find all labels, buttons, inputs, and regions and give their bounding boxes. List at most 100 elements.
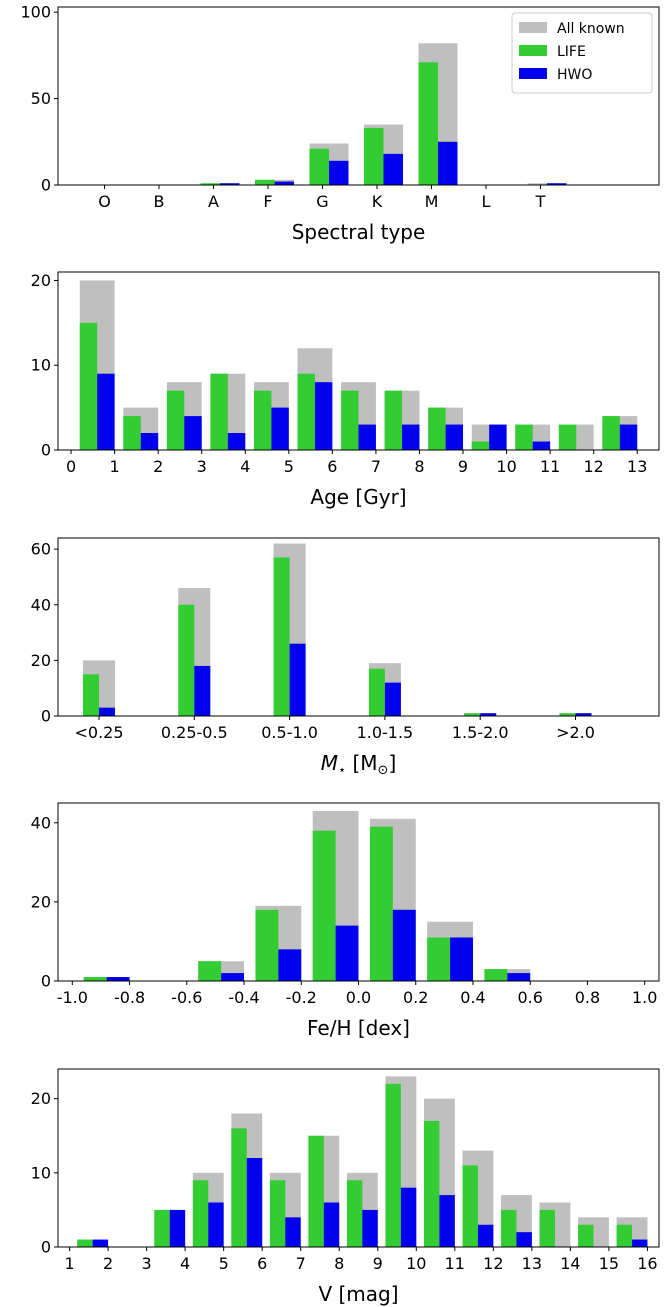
x-tick-label: 0 [66,457,76,476]
bar-life-0.5-1.0 [273,557,290,716]
bar-hwo-6 [450,937,473,981]
bar-life-3 [255,909,279,981]
bar-life-1.0-1.5 [368,668,385,716]
x-tick-label: 0.5-1.0 [261,723,318,742]
x-tick-label: 5 [284,457,294,476]
bar-hwo-10 [477,1224,494,1247]
x-tick-label: 6 [257,1254,267,1273]
x-tick-label: 2 [153,457,163,476]
bar-hwo-1.0-1.5 [384,682,401,716]
bar-hwo-4 [246,1158,263,1247]
bar-life-3 [192,1180,209,1247]
bar-hwo-7 [402,424,420,450]
bar-hwo-0 [92,1239,109,1247]
bar-life-10 [515,424,533,450]
y-tick-label: 100 [20,3,51,22]
x-tick-label: K [372,192,383,211]
bar-life-10 [462,1165,478,1247]
x-tick-label: 1 [110,457,120,476]
x-tick-label: 1.5-2.0 [452,723,509,742]
bar-hwo-6 [358,424,376,450]
bar-life-5 [369,826,393,981]
bar-hwo-5 [314,382,333,450]
bar-hwo-K [383,153,403,185]
bar-life-6 [427,937,451,981]
bar-life-0.25-0.5 [178,604,195,716]
y-tick-label: 10 [31,356,51,375]
x-tick-label: 0.0 [346,988,371,1007]
x-tick-label: O [98,192,111,211]
x-tick-label: 1.0-1.5 [357,723,414,742]
axes-frame [57,537,660,717]
x-tick-label: -0.2 [286,988,317,1007]
x-tick-label: A [208,192,219,211]
x-tick-label: 11 [445,1254,465,1273]
bar-life-5 [269,1180,286,1247]
bar-hwo-6 [323,1202,340,1247]
x-tick-label: 0.25-0.5 [161,723,228,742]
bar-life-F [255,179,275,185]
x-axis-label: Age [Gyr] [310,485,406,509]
x-axis-label: Fe/H [dex] [307,1016,410,1040]
bar-life-2 [154,1209,170,1247]
legend-label-all: All known [557,21,625,37]
bar-life->2.0 [559,713,576,716]
x-tick-label: 4 [180,1254,190,1273]
bar-hwo-0 [97,373,115,450]
y-tick-label: 10 [31,1163,51,1182]
bar-life-<0.25 [83,674,99,716]
x-tick-label: 8 [334,1254,344,1273]
x-tick-label: -0.8 [114,988,145,1007]
y-tick-label: 0 [41,441,51,460]
x-tick-label: 11 [540,457,560,476]
x-tick-label: 0.8 [575,988,600,1007]
x-tick-label: G [316,192,328,211]
bar-hwo-10 [532,441,551,450]
bar-life-1.5-2.0 [464,713,481,716]
bar-hwo-<0.25 [99,707,115,716]
x-axis-label: M⋆ [M⊙] [321,751,397,778]
x-tick-label: 1 [64,1254,74,1273]
x-tick-label: 3 [197,457,207,476]
x-axis-label-sub1: ⋆ [338,763,346,778]
bar-hwo-5 [392,909,416,981]
bar-hwo-2 [221,973,245,981]
panel-stellar-mass: 0 20 40 60 <0.25 0.25-0.5 0.5-1.0 1.0-1.5 1.5-2.… [31,537,660,778]
bar-hwo-9 [439,1195,455,1247]
y-tick-label: 20 [31,651,51,670]
x-tick-label: 2 [103,1254,113,1273]
bar-hwo-7 [362,1209,378,1247]
x-tick-label: 0.2 [403,988,428,1007]
x-tick-label: L [482,192,491,211]
bar-hwo-7 [507,973,531,981]
bar-life-9 [471,441,490,450]
panel-spectral-type: 0 50 100 O B A F G K M L T Spectral type All known LIF… [20,3,660,244]
bar-life-K [364,127,384,185]
y-tick-label: 40 [31,595,51,614]
legend-swatch-life [519,45,547,56]
x-axis-label-mid: [M [346,751,377,775]
bar-hwo-1 [140,433,159,450]
x-tick-label: >2.0 [556,723,595,742]
bar-hwo-4 [335,925,359,981]
bar-life-0 [77,1239,93,1247]
x-tick-label: 12 [483,1254,503,1273]
x-tick-label: 9 [373,1254,383,1273]
bar-life-A [200,183,220,185]
bar-life-2 [198,961,222,981]
x-tick-label: 13 [627,457,647,476]
y-tick-label: 40 [31,813,51,832]
x-axis-label-sub2: ⊙ [378,763,389,778]
bar-life-11 [558,424,577,450]
bar-hwo-8 [445,424,464,450]
bar-life-0 [79,322,98,450]
bar-life-4 [231,1128,247,1247]
x-tick-label: 3 [142,1254,152,1273]
bar-hwo-5 [285,1217,301,1247]
bar-hwo-3 [278,949,302,981]
x-tick-label: B [154,192,165,211]
x-tick-label: 7 [371,457,381,476]
bar-hwo-14 [632,1239,648,1247]
y-tick-label: 60 [31,540,51,559]
